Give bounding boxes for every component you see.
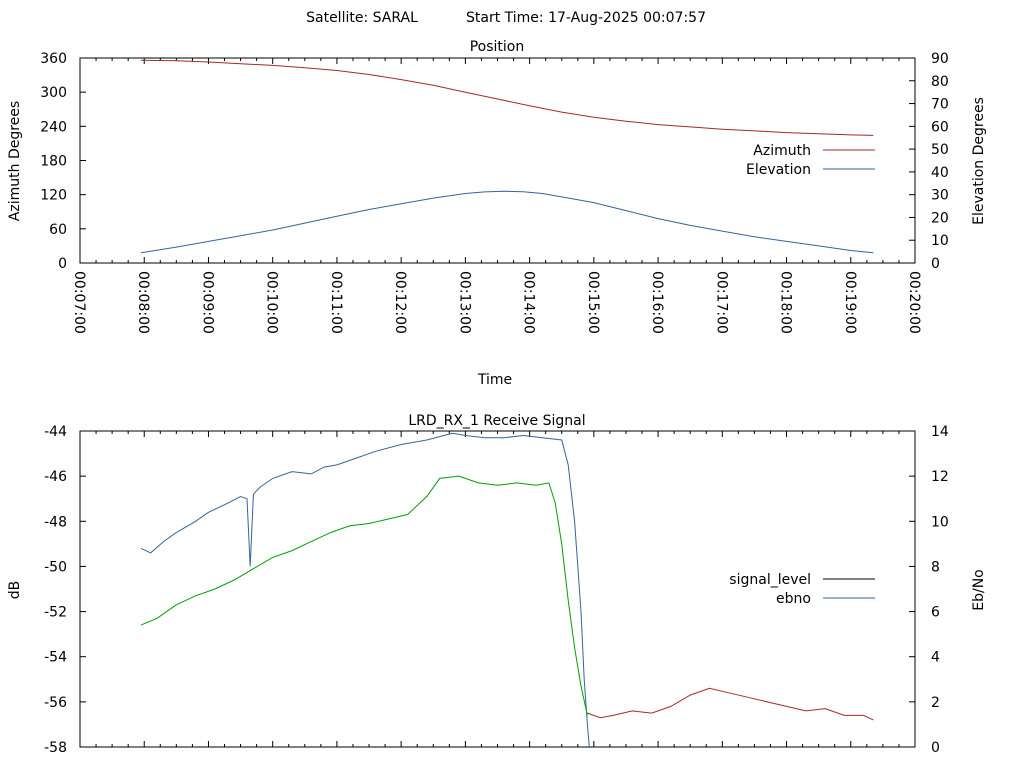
y2-tick-label: 50: [931, 142, 949, 158]
x-tick-label: 00:16:00: [649, 271, 665, 334]
plot-frame: [79, 57, 916, 264]
y-tick-label: -56: [44, 695, 67, 711]
y-tick-label: 0: [58, 256, 67, 272]
series-line-ebno: [140, 432, 590, 748]
y-tick-label: 120: [40, 188, 67, 204]
x-tick-label: 00:08:00: [135, 271, 151, 334]
figure-header: Satellite: SARAL Start Time: 17-Aug-2025…: [306, 10, 706, 26]
y-tick-label: -50: [44, 559, 67, 575]
position-chart-title: Position: [470, 39, 525, 55]
azimuth-axis-label: Azimuth Degrees: [7, 101, 23, 221]
position-chart: Position Time Azimuth Degrees Elevation …: [7, 39, 987, 388]
legend-label-Elevation: Elevation: [746, 162, 811, 178]
y2-tick-label: 80: [931, 74, 949, 90]
x-tick-label: 00:09:00: [199, 271, 215, 334]
y2-tick-label: 10: [931, 233, 949, 249]
y-tick-label: -46: [44, 469, 67, 485]
start-time-label: Start Time: 17-Aug-2025 00:07:57: [466, 10, 706, 26]
y2-tick-label: 10: [931, 514, 949, 530]
y-tick-label: -44: [44, 424, 67, 440]
y-tick-label: -54: [44, 650, 67, 666]
y2-tick-label: 60: [931, 119, 949, 135]
series-line-Azimuth: [140, 59, 874, 136]
y2-tick-label: 30: [931, 188, 949, 204]
y2-tick-label: 90: [931, 51, 949, 67]
y-tick-label: 60: [49, 222, 67, 238]
y2-tick-label: 20: [931, 210, 949, 226]
y2-tick-label: 14: [931, 424, 949, 440]
y-tick-label: 180: [40, 154, 67, 170]
y2-tick-label: 4: [931, 650, 940, 666]
plot-frame: [79, 430, 916, 748]
y2-tick-label: 40: [931, 165, 949, 181]
y-tick-label: -48: [44, 514, 67, 530]
x-tick-label: 00:13:00: [456, 271, 472, 334]
y-tick-label: 300: [40, 85, 67, 101]
legend-label-Azimuth: Azimuth: [753, 143, 811, 159]
position-x-axis-label: Time: [477, 372, 512, 388]
y2-tick-label: 12: [931, 469, 949, 485]
receive-signal-chart: LRD_RX_1 Receive Signal dB Eb/No -44 -46 -…: [7, 413, 987, 756]
legend-label-ebno: ebno: [776, 591, 811, 607]
y2-tick-label: 8: [931, 559, 940, 575]
elevation-axis-label: Elevation Degrees: [971, 97, 987, 225]
x-tick-label: 00:15:00: [585, 271, 601, 334]
y2-tick-label: 0: [931, 256, 940, 272]
x-tick-label: 00:07:00: [71, 271, 87, 334]
x-tick-label: 00:18:00: [778, 271, 794, 334]
y2-tick-label: 0: [931, 740, 940, 756]
series-line-trace-2: [140, 475, 588, 716]
receive-signal-chart-title: LRD_RX_1 Receive Signal: [408, 413, 585, 429]
y-tick-label: 360: [40, 51, 67, 67]
y2-tick-label: 6: [931, 605, 940, 621]
x-tick-label: 00:17:00: [713, 271, 729, 334]
series-line-trace-3: [587, 687, 874, 721]
y2-tick-label: 70: [931, 97, 949, 113]
y2-tick-label: 2: [931, 695, 940, 711]
x-tick-label: 00:11:00: [328, 271, 344, 334]
db-axis-label: dB: [7, 581, 23, 600]
y-tick-label: -52: [44, 605, 67, 621]
x-tick-label: 00:19:00: [842, 271, 858, 334]
satellite-label: Satellite: SARAL: [306, 10, 418, 26]
x-tick-label: 00:10:00: [264, 271, 280, 334]
series-line-Elevation: [140, 190, 874, 254]
y-tick-label: 240: [40, 119, 67, 135]
y-tick-label: -58: [44, 740, 67, 756]
x-tick-label: 00:14:00: [521, 271, 537, 334]
legend-label-signal_level: signal_level: [729, 572, 811, 588]
x-tick-label: 00:12:00: [392, 271, 408, 334]
ebno-axis-label: Eb/No: [971, 569, 987, 611]
x-tick-label: 00:20:00: [906, 271, 922, 334]
